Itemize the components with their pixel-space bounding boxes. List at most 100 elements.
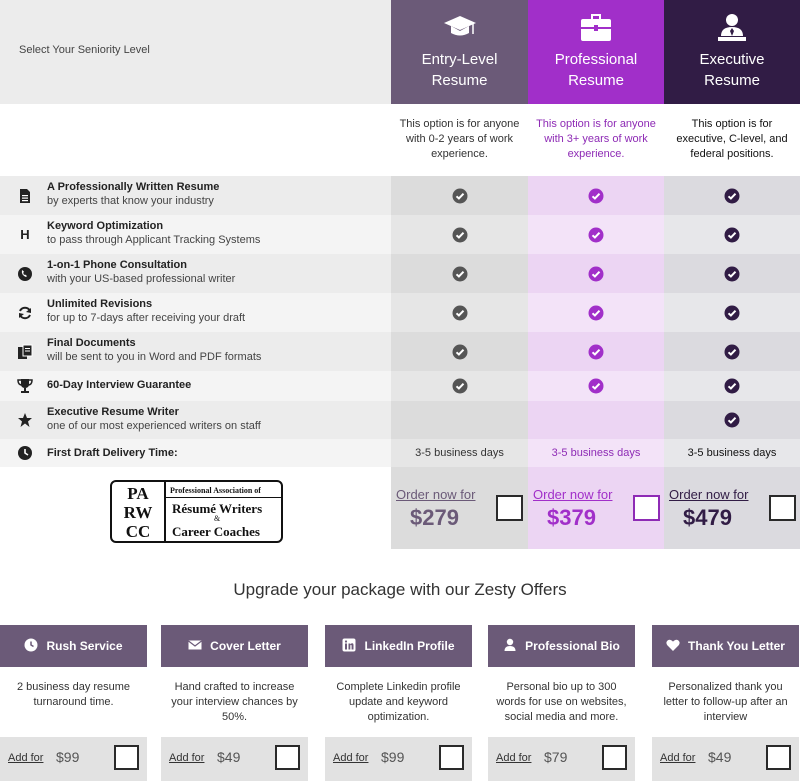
graduation-cap-icon	[443, 16, 476, 36]
plan-header-executive[interactable]: Executive Resume	[664, 0, 800, 104]
check-icon	[588, 227, 604, 242]
clock-icon	[24, 638, 38, 652]
order-checkbox-professional[interactable]	[633, 495, 660, 521]
check-icon	[452, 378, 467, 394]
delivery-title: First Draft Delivery Time:	[47, 447, 178, 459]
plan-header-professional[interactable]: Professional Resume	[528, 0, 664, 104]
check-icon	[452, 305, 467, 320]
addon-price: $49	[708, 749, 732, 765]
add-link[interactable]: Add for	[660, 752, 696, 764]
add-link[interactable]: Add for	[169, 752, 205, 764]
addon-professional-bio: Professional Bio Personal bio up to 300 …	[488, 625, 635, 781]
document-icon	[17, 188, 33, 204]
plan-name-sub: Resume	[704, 72, 760, 89]
addon-description: Hand crafted to increase your interview …	[171, 681, 298, 723]
check-icon	[724, 305, 740, 320]
order-link[interactable]: Order now for	[396, 487, 476, 502]
check-icon	[724, 378, 740, 394]
addon-thank-you-letter: Thank You Letter Personalized thank you …	[652, 625, 799, 781]
addon-price: $79	[544, 749, 568, 765]
addon-name: Cover Letter	[210, 639, 281, 653]
order-checkbox-entry-level[interactable]	[496, 495, 523, 521]
delivery-time-professional: 3-5 business days	[551, 447, 641, 459]
plan-name-sub: Resume	[568, 72, 624, 89]
check-icon	[588, 378, 604, 394]
parwcc-logo: PA RW CC Professional Association of Résum…	[110, 480, 283, 543]
plan-name-sub: Resume	[431, 72, 488, 89]
trophy-icon	[17, 378, 33, 394]
seniority-prompt: Select Your Seniority Level	[19, 44, 150, 56]
user-icon	[504, 638, 516, 651]
addon-price: $99	[56, 749, 80, 765]
phone-icon	[17, 266, 33, 282]
delivery-time-entry: 3-5 business days	[415, 447, 504, 459]
check-icon	[452, 266, 467, 281]
h-letter-icon: H	[20, 226, 30, 242]
addon-price: $49	[217, 749, 241, 765]
addon-name: Rush Service	[46, 639, 123, 653]
feature-row: 60-Day Interview Guarantee	[0, 371, 800, 401]
plan-name: Entry-Level	[421, 51, 498, 68]
feature-row: 1-on-1 Phone Consultation with your US-b…	[0, 254, 800, 293]
check-icon	[588, 344, 604, 359]
addon-name: Thank You Letter	[688, 639, 785, 653]
addon-checkbox-linkedin-profile[interactable]	[439, 745, 464, 770]
addon-price: $99	[381, 749, 405, 765]
feature-title: Keyword Optimization	[47, 220, 164, 232]
plan-name: Professional	[554, 51, 638, 68]
add-link[interactable]: Add for	[333, 752, 369, 764]
envelope-icon	[188, 640, 203, 650]
files-icon	[17, 344, 33, 360]
order-professional: Order now for $379	[528, 467, 664, 549]
plan-header-entry-level[interactable]: Entry-Level Resume	[391, 0, 528, 104]
addon-description: Personalized thank you letter to follow-…	[663, 681, 788, 723]
order-link[interactable]: Order now for	[669, 487, 749, 502]
plan-description-professional: This option is for anyone with 3+ years …	[536, 118, 656, 160]
addon-description: Complete Linkedin profile update and key…	[336, 681, 461, 723]
check-icon	[724, 412, 740, 428]
add-link[interactable]: Add for	[496, 752, 532, 764]
feature-subtitle: to pass through Applicant Tracking Syste…	[47, 234, 261, 246]
check-icon	[588, 305, 604, 320]
addon-name: Professional Bio	[525, 639, 620, 653]
check-icon	[452, 344, 467, 359]
order-executive: Order now for $479	[664, 467, 800, 549]
addon-checkbox-thank-you-letter[interactable]	[766, 745, 791, 770]
seniority-header: Select Your Seniority Level	[0, 0, 391, 104]
addon-name: LinkedIn Profile	[364, 639, 455, 653]
feature-row: Final Documents will be sent to you in W…	[0, 332, 800, 371]
addon-cover-letter: Cover Letter Hand crafted to increase yo…	[161, 625, 308, 781]
plan-name: Executive	[699, 51, 765, 68]
addon-description: 2 business day resume turnaround time.	[16, 681, 131, 708]
add-link[interactable]: Add for	[8, 752, 44, 764]
feature-subtitle: for up to 7-days after receiving your dr…	[47, 312, 246, 324]
check-icon	[724, 344, 740, 359]
delivery-time-executive: 3-5 business days	[687, 447, 777, 459]
order-link[interactable]: Order now for	[533, 487, 613, 502]
check-icon	[452, 188, 467, 203]
order-entry-level: Order now for $279	[391, 467, 528, 549]
addon-checkbox-rush-service[interactable]	[114, 745, 139, 770]
feature-subtitle: one of our most experienced writers on s…	[47, 420, 261, 432]
executive-user-icon	[718, 14, 746, 41]
feature-title: Final Documents	[47, 337, 136, 349]
order-checkbox-executive[interactable]	[769, 495, 796, 521]
feature-title: Unlimited Revisions	[47, 298, 153, 310]
check-icon	[724, 266, 740, 281]
feature-row: H Keyword Optimization to pass through A…	[0, 215, 800, 254]
feature-title: 1-on-1 Phone Consultation	[47, 259, 187, 271]
addon-rush-service: Rush Service 2 business day resume turna…	[0, 625, 147, 781]
check-icon	[452, 227, 467, 242]
linkedin-icon	[342, 638, 356, 652]
refresh-icon	[17, 305, 33, 321]
star-icon	[17, 412, 33, 428]
feature-row: A Professionally Written Resume by exper…	[0, 176, 800, 215]
addon-checkbox-professional-bio[interactable]	[602, 745, 627, 770]
feature-subtitle: with your US-based professional writer	[47, 273, 236, 285]
check-icon	[588, 266, 604, 281]
feature-subtitle: by experts that know your industry	[47, 195, 214, 207]
delivery-row: First Draft Delivery Time: 3-5 business …	[0, 439, 800, 467]
feature-subtitle: will be sent to you in Word and PDF form…	[47, 351, 262, 363]
feature-row: Unlimited Revisions for up to 7-days aft…	[0, 293, 800, 332]
addon-checkbox-cover-letter[interactable]	[275, 745, 300, 770]
